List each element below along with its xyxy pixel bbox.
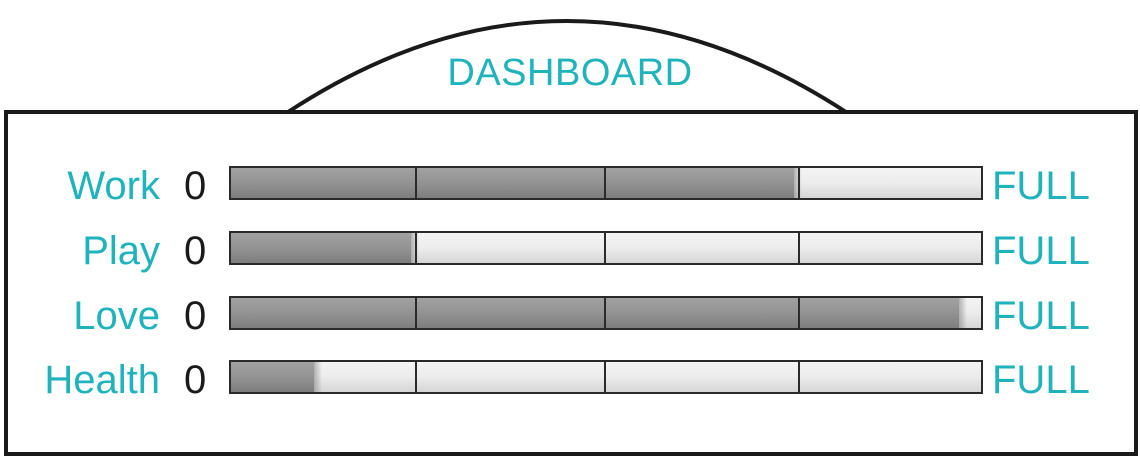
meter-track <box>229 360 983 394</box>
meter-segment-divider <box>798 298 800 328</box>
meter-row-work: Work 0 FULL <box>0 164 1140 208</box>
dashboard-dome <box>286 19 848 114</box>
meter-min-label: 0 <box>184 294 207 338</box>
meter-segment-divider <box>798 233 800 263</box>
meter-segment-divider <box>415 298 417 328</box>
meter-label: Play <box>82 229 160 273</box>
meter-track <box>229 231 983 265</box>
meter-track <box>229 166 983 200</box>
meter-segment-divider <box>415 362 417 392</box>
meter-segment-divider <box>798 362 800 392</box>
meter-segment-divider <box>604 168 606 198</box>
meter-segment-divider <box>604 298 606 328</box>
meter-max-label: FULL <box>992 358 1090 402</box>
meter-min-label: 0 <box>184 164 207 208</box>
meter-max-label: FULL <box>992 294 1090 338</box>
meter-segment-divider <box>798 168 800 198</box>
meter-max-label: FULL <box>992 229 1090 273</box>
meter-min-label: 0 <box>184 358 207 402</box>
dashboard-title: DASHBOARD <box>447 52 693 94</box>
meter-label: Work <box>67 164 160 208</box>
meter-segment-divider <box>604 362 606 392</box>
meter-fill <box>231 168 801 198</box>
meter-fill <box>231 362 321 392</box>
dashboard-panel <box>4 110 1138 456</box>
meter-min-label: 0 <box>184 229 207 273</box>
meter-label: Health <box>44 358 160 402</box>
meter-max-label: FULL <box>992 164 1090 208</box>
meter-segment-divider <box>415 168 417 198</box>
meter-row-love: Love 0 FULL <box>0 294 1140 338</box>
meter-track <box>229 296 983 330</box>
meter-row-play: Play 0 FULL <box>0 229 1140 273</box>
meter-row-health: Health 0 FULL <box>0 358 1140 402</box>
meter-fill <box>231 233 419 263</box>
meter-label: Love <box>73 294 160 338</box>
meter-segment-divider <box>604 233 606 263</box>
meter-segment-divider <box>415 233 417 263</box>
meter-fill <box>231 298 966 328</box>
